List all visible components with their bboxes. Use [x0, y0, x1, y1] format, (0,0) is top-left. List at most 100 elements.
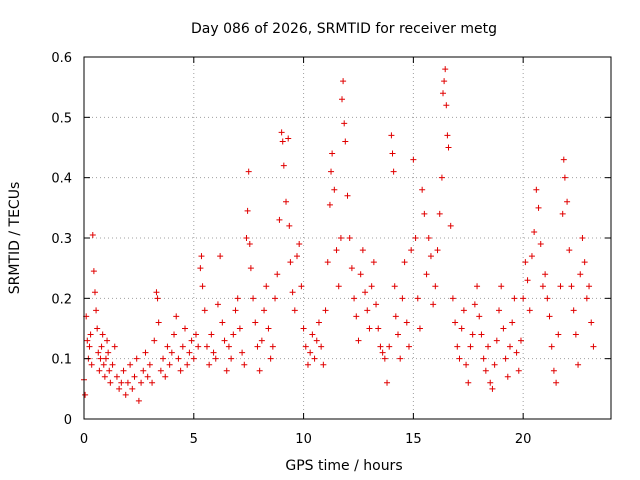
data-point [553, 379, 560, 386]
axis-ticks [83, 56, 611, 420]
data-point [286, 222, 293, 229]
data-point [315, 319, 322, 326]
data-point [572, 331, 579, 338]
data-point [564, 198, 571, 205]
data-point [309, 331, 316, 338]
data-point [97, 355, 104, 362]
data-point [487, 379, 494, 386]
data-point [236, 325, 243, 332]
data-point [225, 343, 232, 350]
data-point [219, 319, 226, 326]
data-point [355, 337, 362, 344]
data-point [480, 355, 487, 362]
data-point [441, 78, 448, 85]
data-point [94, 325, 101, 332]
data-point [342, 138, 349, 145]
data-point [586, 283, 593, 290]
data-point [107, 379, 114, 386]
data-point [177, 367, 184, 374]
data-point [232, 307, 239, 314]
data-point [489, 385, 496, 392]
data-point [432, 283, 439, 290]
data-point [408, 247, 415, 254]
data-point [289, 289, 296, 296]
data-point [280, 162, 287, 169]
data-point [100, 361, 107, 368]
data-point [471, 301, 478, 308]
data-point [105, 349, 112, 356]
data-point [359, 247, 366, 254]
data-point [560, 156, 567, 163]
data-point [395, 331, 402, 338]
data-point [111, 343, 118, 350]
data-point [522, 259, 529, 266]
data-point [234, 295, 241, 302]
x-tick-labels: 0 5 10 15 20 [80, 432, 532, 447]
data-point [570, 307, 577, 314]
data-point [531, 228, 538, 235]
data-point [366, 325, 373, 332]
data-point [106, 367, 113, 374]
data-point [389, 150, 396, 157]
data-point [302, 343, 309, 350]
data-point [509, 319, 516, 326]
data-point [430, 301, 437, 308]
data-point [539, 283, 546, 290]
data-point [140, 367, 147, 374]
y-tick-label: 0.2 [51, 292, 72, 307]
data-point [331, 186, 338, 193]
data-point [192, 331, 199, 338]
data-point [583, 295, 590, 302]
y-tick-label: 0.6 [51, 51, 72, 66]
data-point [328, 168, 335, 175]
data-point [263, 283, 270, 290]
data-point [452, 319, 459, 326]
data-point [291, 307, 298, 314]
data-point [465, 379, 472, 386]
data-point [498, 283, 505, 290]
data-point [228, 355, 235, 362]
data-point [175, 355, 182, 362]
data-point [542, 271, 549, 278]
data-point [442, 66, 449, 73]
data-point [412, 235, 419, 241]
data-point [230, 331, 237, 338]
data-point [364, 307, 371, 314]
data-point [173, 313, 180, 320]
x-tick-label: 15 [405, 432, 422, 447]
data-point [454, 343, 461, 350]
data-point [456, 355, 463, 362]
data-point [443, 102, 450, 109]
y-tick-label: 0.1 [51, 353, 72, 368]
data-point [425, 235, 432, 241]
data-point [423, 271, 430, 278]
data-point [197, 265, 204, 272]
data-point [246, 241, 253, 248]
data-point [162, 373, 169, 380]
data-point [96, 367, 103, 374]
data-point [118, 379, 125, 386]
data-point [528, 253, 535, 260]
data-point [322, 307, 329, 314]
data-point [579, 235, 586, 241]
data-point [399, 295, 406, 302]
data-point [546, 313, 553, 320]
data-point [311, 355, 318, 362]
data-point [566, 247, 573, 254]
data-point [401, 259, 408, 266]
data-point [171, 331, 178, 338]
data-point [274, 271, 281, 278]
data-point [133, 355, 140, 362]
data-point [381, 355, 388, 362]
data-point [340, 78, 347, 85]
data-point [179, 343, 186, 350]
data-point [535, 204, 542, 211]
data-point [478, 331, 485, 338]
data-point [142, 349, 149, 356]
data-point [138, 379, 145, 386]
data-point [102, 355, 109, 362]
data-point [89, 231, 96, 238]
data-point [265, 325, 272, 332]
data-point [375, 325, 382, 332]
